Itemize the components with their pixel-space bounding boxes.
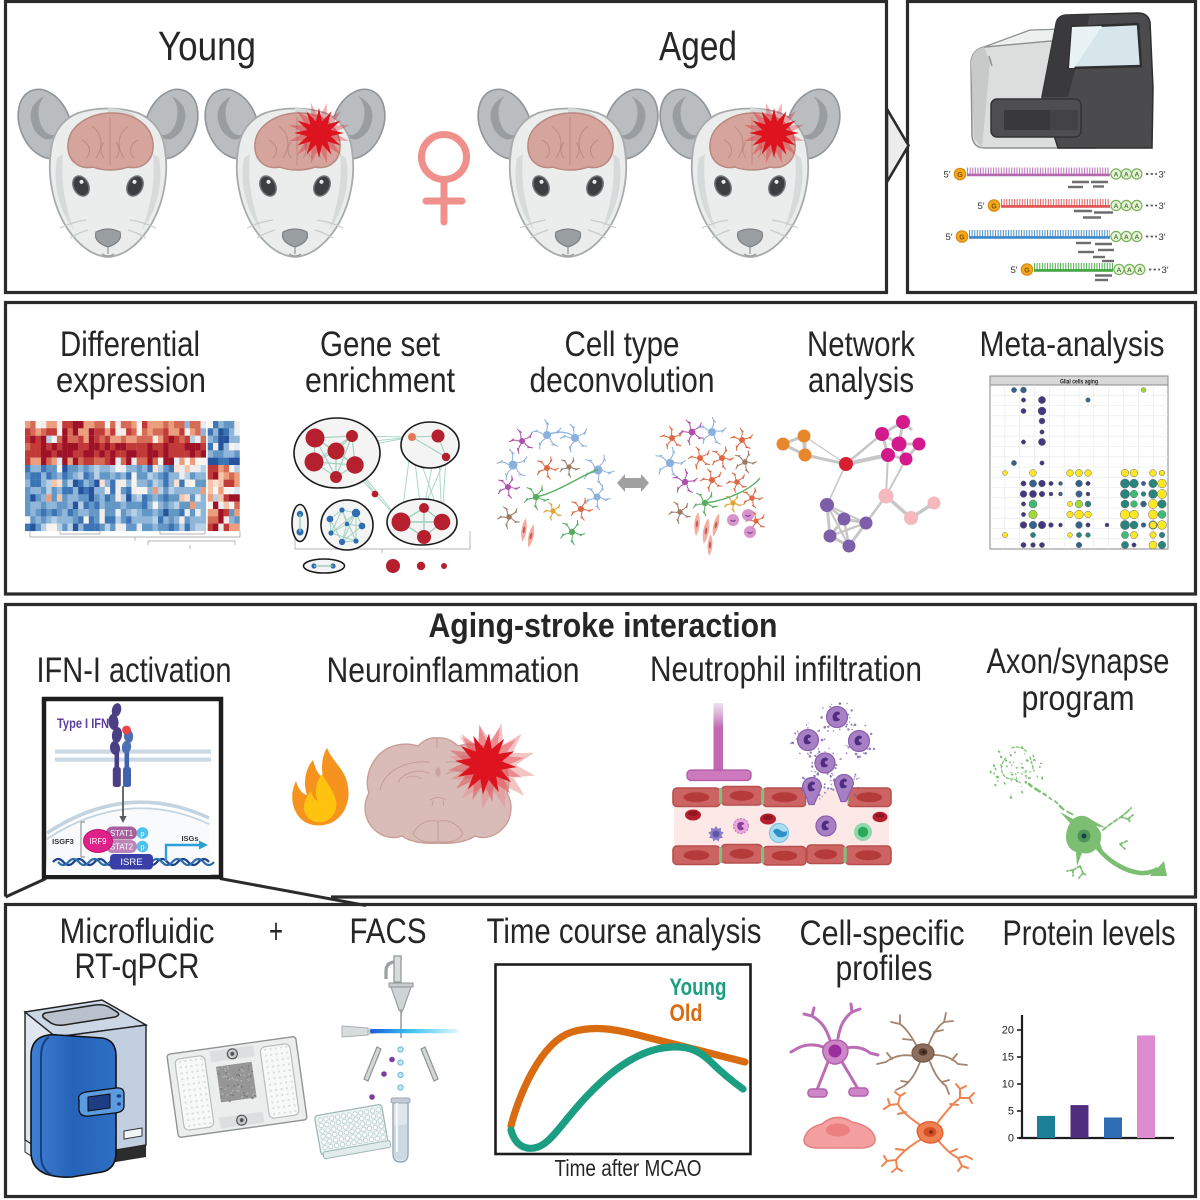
svg-text:ISRE: ISRE — [120, 857, 142, 868]
svg-text:STAT1: STAT1 — [110, 829, 133, 838]
svg-text:15: 15 — [1002, 1052, 1014, 1064]
svg-text:A: A — [1114, 234, 1119, 241]
svg-text:0: 0 — [1008, 1133, 1014, 1145]
svg-text:5′: 5′ — [977, 201, 984, 212]
svg-text:Microfluidic: Microfluidic — [60, 912, 215, 951]
svg-text:p: p — [140, 829, 144, 838]
svg-text:A: A — [1127, 267, 1132, 274]
svg-text:program: program — [1022, 679, 1135, 718]
svg-text:Old: Old — [670, 1000, 703, 1027]
svg-text:Aging-stroke interaction: Aging-stroke interaction — [429, 607, 778, 645]
svg-text:A: A — [1124, 172, 1129, 179]
svg-text:Neuroinflammation: Neuroinflammation — [327, 651, 580, 690]
svg-text:A: A — [1134, 172, 1139, 179]
svg-text:A: A — [1124, 234, 1129, 241]
svg-text:3′: 3′ — [1158, 201, 1165, 212]
svg-text:G: G — [991, 203, 997, 210]
svg-text:Protein levels: Protein levels — [1003, 914, 1176, 953]
svg-text:RT-qPCR: RT-qPCR — [75, 947, 200, 986]
svg-text:ISGs: ISGs — [181, 834, 198, 843]
svg-text:5: 5 — [1008, 1106, 1014, 1118]
svg-text:expression: expression — [56, 361, 206, 400]
svg-text:IRF9: IRF9 — [90, 837, 107, 846]
svg-text:Type I IFN: Type I IFN — [57, 716, 109, 731]
svg-text:FACS: FACS — [350, 912, 427, 951]
svg-text:Young: Young — [158, 23, 256, 69]
svg-text:Young: Young — [670, 974, 727, 1001]
svg-text:A: A — [1117, 267, 1122, 274]
svg-text:profiles: profiles — [836, 949, 933, 988]
svg-text:G: G — [959, 234, 965, 241]
svg-text:STAT2: STAT2 — [110, 843, 133, 852]
svg-text:A: A — [1134, 234, 1139, 241]
svg-text:3′: 3′ — [1158, 170, 1165, 181]
svg-text:+: + — [269, 912, 283, 951]
svg-text:Cell type: Cell type — [565, 325, 680, 364]
svg-text:Aged: Aged — [659, 23, 737, 69]
svg-text:Neutrophil infiltration: Neutrophil infiltration — [650, 650, 922, 689]
svg-text:Axon/synapse: Axon/synapse — [987, 642, 1170, 681]
svg-text:ISGF3: ISGF3 — [52, 837, 74, 846]
svg-text:Meta-analysis: Meta-analysis — [980, 325, 1165, 364]
svg-text:Cell-specific: Cell-specific — [800, 914, 965, 953]
svg-text:A: A — [1114, 203, 1119, 210]
svg-text:5′: 5′ — [943, 170, 950, 181]
svg-text:analysis: analysis — [808, 361, 914, 400]
svg-text:Network: Network — [807, 325, 915, 364]
svg-text:5′: 5′ — [945, 232, 952, 243]
svg-text:enrichment: enrichment — [305, 361, 455, 400]
svg-text:A: A — [1124, 203, 1129, 210]
svg-text:Time course analysis: Time course analysis — [487, 912, 762, 951]
svg-text:A: A — [1114, 172, 1119, 179]
svg-text:10: 10 — [1002, 1079, 1014, 1091]
svg-text:5′: 5′ — [1010, 265, 1017, 276]
svg-text:G: G — [957, 172, 963, 179]
svg-text:3′: 3′ — [1158, 232, 1165, 243]
svg-text:Gene set: Gene set — [320, 325, 440, 364]
svg-text:Differential: Differential — [60, 325, 200, 364]
svg-text:A: A — [1137, 267, 1142, 274]
svg-text:IFN-I activation: IFN-I activation — [37, 651, 232, 690]
svg-text:p: p — [140, 843, 144, 852]
svg-text:deconvolution: deconvolution — [530, 361, 715, 400]
svg-text:20: 20 — [1002, 1025, 1014, 1037]
svg-text:Glial cells aging: Glial cells aging — [1060, 380, 1098, 386]
svg-text:Time after MCAO: Time after MCAO — [555, 1155, 702, 1181]
svg-text:A: A — [1134, 203, 1139, 210]
svg-text:G: G — [1024, 267, 1030, 274]
svg-text:3′: 3′ — [1161, 265, 1168, 276]
